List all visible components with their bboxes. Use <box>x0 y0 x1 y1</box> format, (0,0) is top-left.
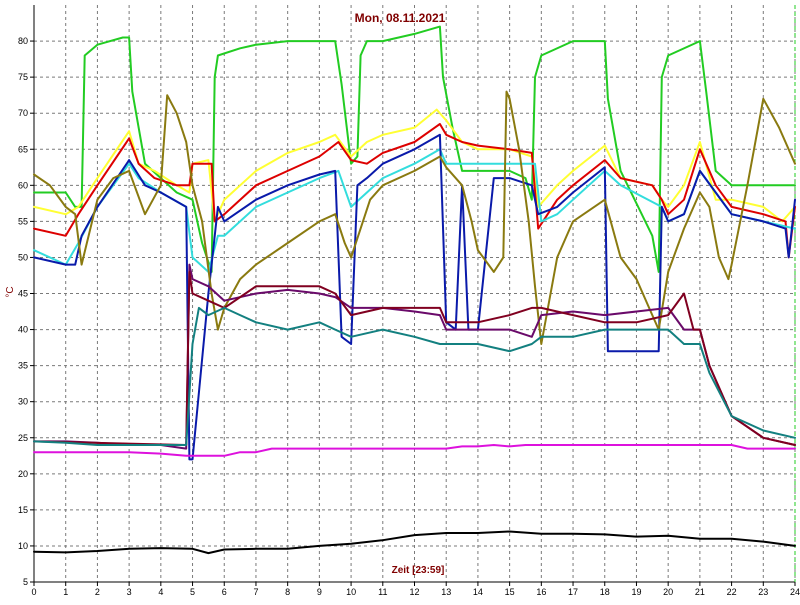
series-line-8 <box>33 270 796 446</box>
x-tick-label: 13 <box>441 587 451 597</box>
x-tick-label: 2 <box>95 587 100 597</box>
y-axis-label: °C <box>5 286 16 297</box>
x-tick-label: 18 <box>600 587 610 597</box>
y-tick-label: 40 <box>18 325 28 335</box>
x-tick-label: 10 <box>346 587 356 597</box>
y-tick-label: 35 <box>18 361 28 371</box>
series-layer <box>33 25 796 555</box>
x-axis-label: Zeit [23:59] <box>392 565 445 576</box>
axis-layer: 0 1 2 3 4 5 6 7 8 9 10 11 12 13 14 15 16 17 18 19 20 21 22 23 24… <box>18 5 800 597</box>
series-line-3 <box>33 123 796 259</box>
y-tick-label: 80 <box>18 36 28 46</box>
x-tick-label: 9 <box>317 587 322 597</box>
series-line-1 <box>33 25 796 273</box>
y-tick-label: 60 <box>18 180 28 190</box>
y-tick-label: 5 <box>23 577 28 587</box>
x-tick-label: 6 <box>222 587 227 597</box>
series-line-2 <box>33 108 796 223</box>
series-line-10 <box>33 444 796 457</box>
y-tick-label: 45 <box>18 289 28 299</box>
x-tick-label: 17 <box>568 587 578 597</box>
x-tick-label: 4 <box>158 587 163 597</box>
chart-title: Mon, 08.11.2021 <box>355 11 446 25</box>
series-line-11 <box>33 530 796 555</box>
x-tick-label: 24 <box>790 587 800 597</box>
x-tick-label: 7 <box>253 587 258 597</box>
y-tick-label: 20 <box>18 469 28 479</box>
x-tick-label: 8 <box>285 587 290 597</box>
x-tick-label: 5 <box>190 587 195 597</box>
y-tick-label: 10 <box>18 541 28 551</box>
x-tick-label: 15 <box>505 587 515 597</box>
x-tick-label: 12 <box>409 587 419 597</box>
y-tick-label: 15 <box>18 505 28 515</box>
x-tick-label: 21 <box>695 587 705 597</box>
x-tick-label: 11 <box>378 587 387 597</box>
y-tick-label: 75 <box>18 72 28 82</box>
y-tick-label: 65 <box>18 144 28 154</box>
x-tick-label: 20 <box>663 587 673 597</box>
x-tick-label: 0 <box>31 587 36 597</box>
series-line-5 <box>33 133 796 461</box>
y-tick-label: 25 <box>18 433 28 443</box>
y-tick-label: 30 <box>18 397 28 407</box>
x-tick-label: 23 <box>758 587 768 597</box>
x-tick-label: 19 <box>631 587 641 597</box>
x-tick-label: 22 <box>727 587 737 597</box>
x-tick-label: 1 <box>63 587 68 597</box>
y-tick-label: 50 <box>18 252 28 262</box>
grid-layer <box>34 5 796 582</box>
x-tick-label: 14 <box>473 587 483 597</box>
x-tick-label: 3 <box>127 587 132 597</box>
series-line-6 <box>33 90 796 345</box>
y-tick-label: 70 <box>18 108 28 118</box>
x-tick-label: 16 <box>536 587 546 597</box>
series-line-9 <box>33 306 796 446</box>
y-tick-label: 55 <box>18 216 28 226</box>
